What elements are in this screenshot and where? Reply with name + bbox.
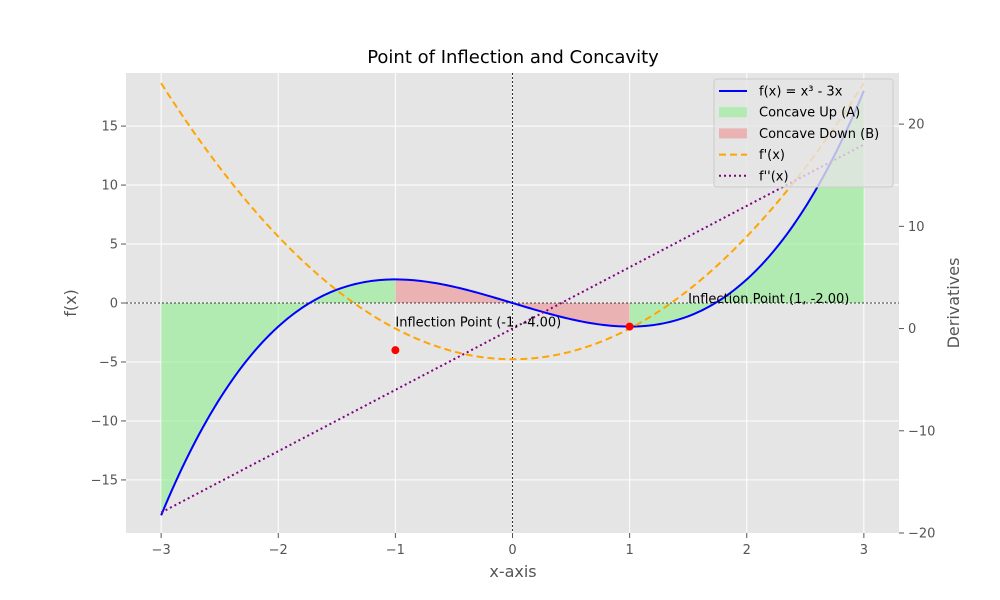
x-tick-label: −1: [386, 543, 405, 558]
x-tick-label: 2: [743, 543, 751, 558]
series-line: [160, 82, 865, 361]
inflection-point-marker: [625, 322, 634, 331]
y2-tick-label: 20: [908, 118, 925, 133]
annotation-label: Inflection Point (1, -2.00): [688, 292, 849, 307]
secondary-y-axis-label: Derivatives: [944, 258, 963, 349]
legend-box: [713, 78, 894, 188]
x-tick-label: 3: [860, 543, 868, 558]
x-tick-label: 1: [625, 543, 633, 558]
legend-label: f'(x): [759, 148, 785, 163]
x-tick-label: −3: [152, 543, 171, 558]
y-tick-label: −10: [91, 414, 118, 429]
inflection-point-marker: [391, 346, 400, 355]
y-tick-label: 0: [110, 297, 118, 312]
y-tick-label: 5: [110, 238, 118, 253]
x-tick-label: −2: [269, 543, 288, 558]
chart-title: Point of Inflection and Concavity: [367, 47, 659, 68]
legend-label: Concave Up (A): [759, 106, 860, 121]
y-tick-label: −15: [91, 473, 118, 488]
y-tick-label: 10: [101, 179, 118, 194]
x-axis-label: x-axis: [489, 562, 536, 581]
annotation-label: Inflection Point (-1, -4.00): [395, 316, 561, 331]
x-tick-label: 0: [508, 543, 516, 558]
y-tick-label: −5: [99, 355, 118, 370]
y-tick-label: 15: [101, 120, 118, 135]
fill-region: [629, 90, 864, 327]
series-line: [160, 90, 865, 516]
y2-tick-label: 10: [908, 220, 925, 235]
legend-label: Concave Down (B): [759, 127, 879, 142]
y2-tick-label: 0: [908, 322, 916, 337]
legend-label: f(x) = x³ - 3x: [759, 85, 843, 100]
fill-region: [161, 279, 396, 516]
y2-tick-label: −20: [908, 527, 935, 542]
legend-swatch: [719, 128, 747, 139]
y2-tick-label: −10: [908, 424, 935, 439]
legend-label: f''(x): [759, 169, 789, 184]
legend-swatch: [719, 107, 747, 118]
y-axis-label: f(x): [61, 289, 80, 317]
series-line: [160, 143, 865, 514]
